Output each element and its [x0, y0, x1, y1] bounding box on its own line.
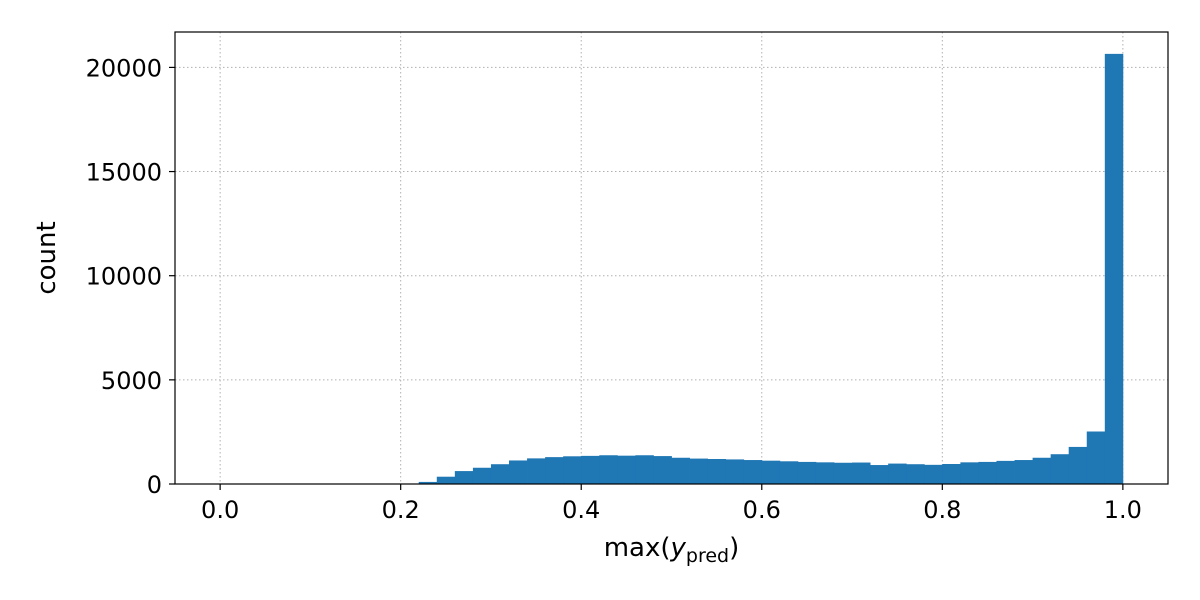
histogram-bar	[1068, 446, 1088, 484]
histogram-bar	[707, 459, 727, 484]
x-axis-label-base: max(	[604, 533, 671, 563]
y-tick-label: 20000	[86, 54, 162, 82]
histogram-bar	[527, 458, 546, 484]
x-axis-label-var: y	[670, 533, 687, 563]
histogram-bar	[436, 476, 456, 484]
histogram-bar	[942, 464, 961, 484]
histogram-bar	[671, 457, 690, 484]
histogram-bar	[1050, 454, 1070, 484]
histogram-bar	[581, 455, 600, 484]
histogram-bar	[761, 460, 781, 484]
histogram-bar	[545, 457, 564, 484]
grid-lines	[175, 32, 1168, 485]
histogram-bar	[635, 455, 654, 484]
histogram-bar	[599, 455, 618, 484]
histogram-bar	[906, 464, 925, 484]
histogram-bar	[870, 465, 889, 484]
histogram-bars	[418, 53, 1124, 484]
histogram-bar	[960, 462, 979, 484]
histogram-bar	[472, 467, 492, 484]
x-axis-label-subscript: pred	[686, 545, 729, 567]
histogram-bar	[563, 456, 582, 484]
y-tick-label: 0	[147, 471, 162, 499]
x-tick-label: 0.2	[382, 496, 420, 524]
histogram-bar	[725, 459, 745, 484]
histogram-bar	[1014, 460, 1033, 484]
histogram-bar	[1104, 53, 1124, 484]
x-axis-label: max(ypred)	[604, 533, 740, 567]
histogram-bar	[779, 461, 799, 484]
histogram-bar	[418, 481, 438, 484]
histogram-bar	[978, 461, 997, 484]
histogram-bar	[617, 455, 636, 484]
plot-frame	[174, 31, 1169, 485]
histogram-bar	[1086, 431, 1106, 484]
x-axis-ticks: 0.0 0.2 0.4 0.6 0.8 1.0	[201, 484, 1142, 524]
histogram-bar	[454, 471, 474, 484]
y-tick-label: 5000	[101, 367, 162, 395]
x-tick-label: 0.0	[201, 496, 239, 524]
histogram-bar	[743, 460, 763, 484]
x-axis-label-close: )	[729, 533, 739, 563]
histogram-bar	[924, 464, 943, 484]
histogram-bar	[996, 460, 1015, 484]
y-tick-label: 15000	[86, 159, 162, 187]
histogram-bar	[490, 464, 510, 484]
histogram-bar	[509, 460, 528, 484]
y-axis-ticks: 0 5000 10000 15000 20000	[86, 54, 175, 499]
x-tick-label: 0.4	[562, 496, 600, 524]
y-axis-label: count	[32, 221, 62, 294]
histogram-bar	[1032, 457, 1052, 484]
x-tick-label: 0.6	[743, 496, 781, 524]
histogram-bar	[653, 456, 672, 484]
histogram-bar	[689, 458, 709, 484]
histogram-bar	[852, 462, 871, 484]
histogram-bar	[833, 462, 853, 484]
histogram-bar	[815, 462, 835, 484]
histogram-bar	[797, 461, 817, 484]
x-tick-label: 1.0	[1104, 496, 1142, 524]
x-tick-label: 0.8	[923, 496, 961, 524]
y-tick-label: 10000	[86, 263, 162, 291]
histogram-bar	[888, 463, 907, 484]
